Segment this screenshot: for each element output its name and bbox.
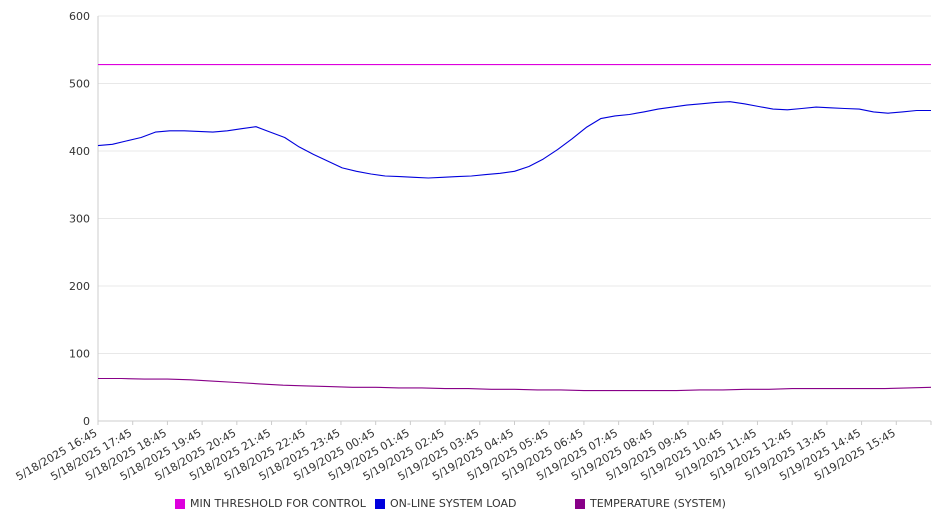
series-lines <box>97 64 932 392</box>
legend-label: ON-LINE SYSTEM LOAD <box>390 497 517 510</box>
legend-swatch <box>375 498 385 509</box>
series-line-on-line-system-load <box>97 101 931 179</box>
legend-item[interactable]: TEMPERATURE (SYSTEM) <box>575 497 726 510</box>
legend-label: TEMPERATURE (SYSTEM) <box>590 497 726 510</box>
legend-item[interactable]: ON-LINE SYSTEM LOAD <box>375 497 516 510</box>
legend-label: MIN THRESHOLD FOR CONTROL <box>190 497 366 510</box>
y-tick-label: 300 <box>69 213 90 226</box>
y-tick-label: 0 <box>83 415 90 428</box>
legend: MIN THRESHOLD FOR CONTROL ON-LINE SYSTEM … <box>0 497 946 515</box>
y-tick-label: 100 <box>69 348 90 361</box>
grid-lines <box>98 15 931 354</box>
y-tick-label: 200 <box>69 280 90 293</box>
y-tick-label: 500 <box>69 78 90 91</box>
legend-item[interactable]: MIN THRESHOLD FOR CONTROL <box>175 497 366 510</box>
series-line-temperature-system <box>98 377 932 392</box>
legend-swatch <box>575 498 585 509</box>
legend-swatch <box>175 498 185 509</box>
axes <box>97 16 932 425</box>
y-tick-label: 400 <box>69 145 90 158</box>
y-tick-label: 600 <box>69 10 90 23</box>
